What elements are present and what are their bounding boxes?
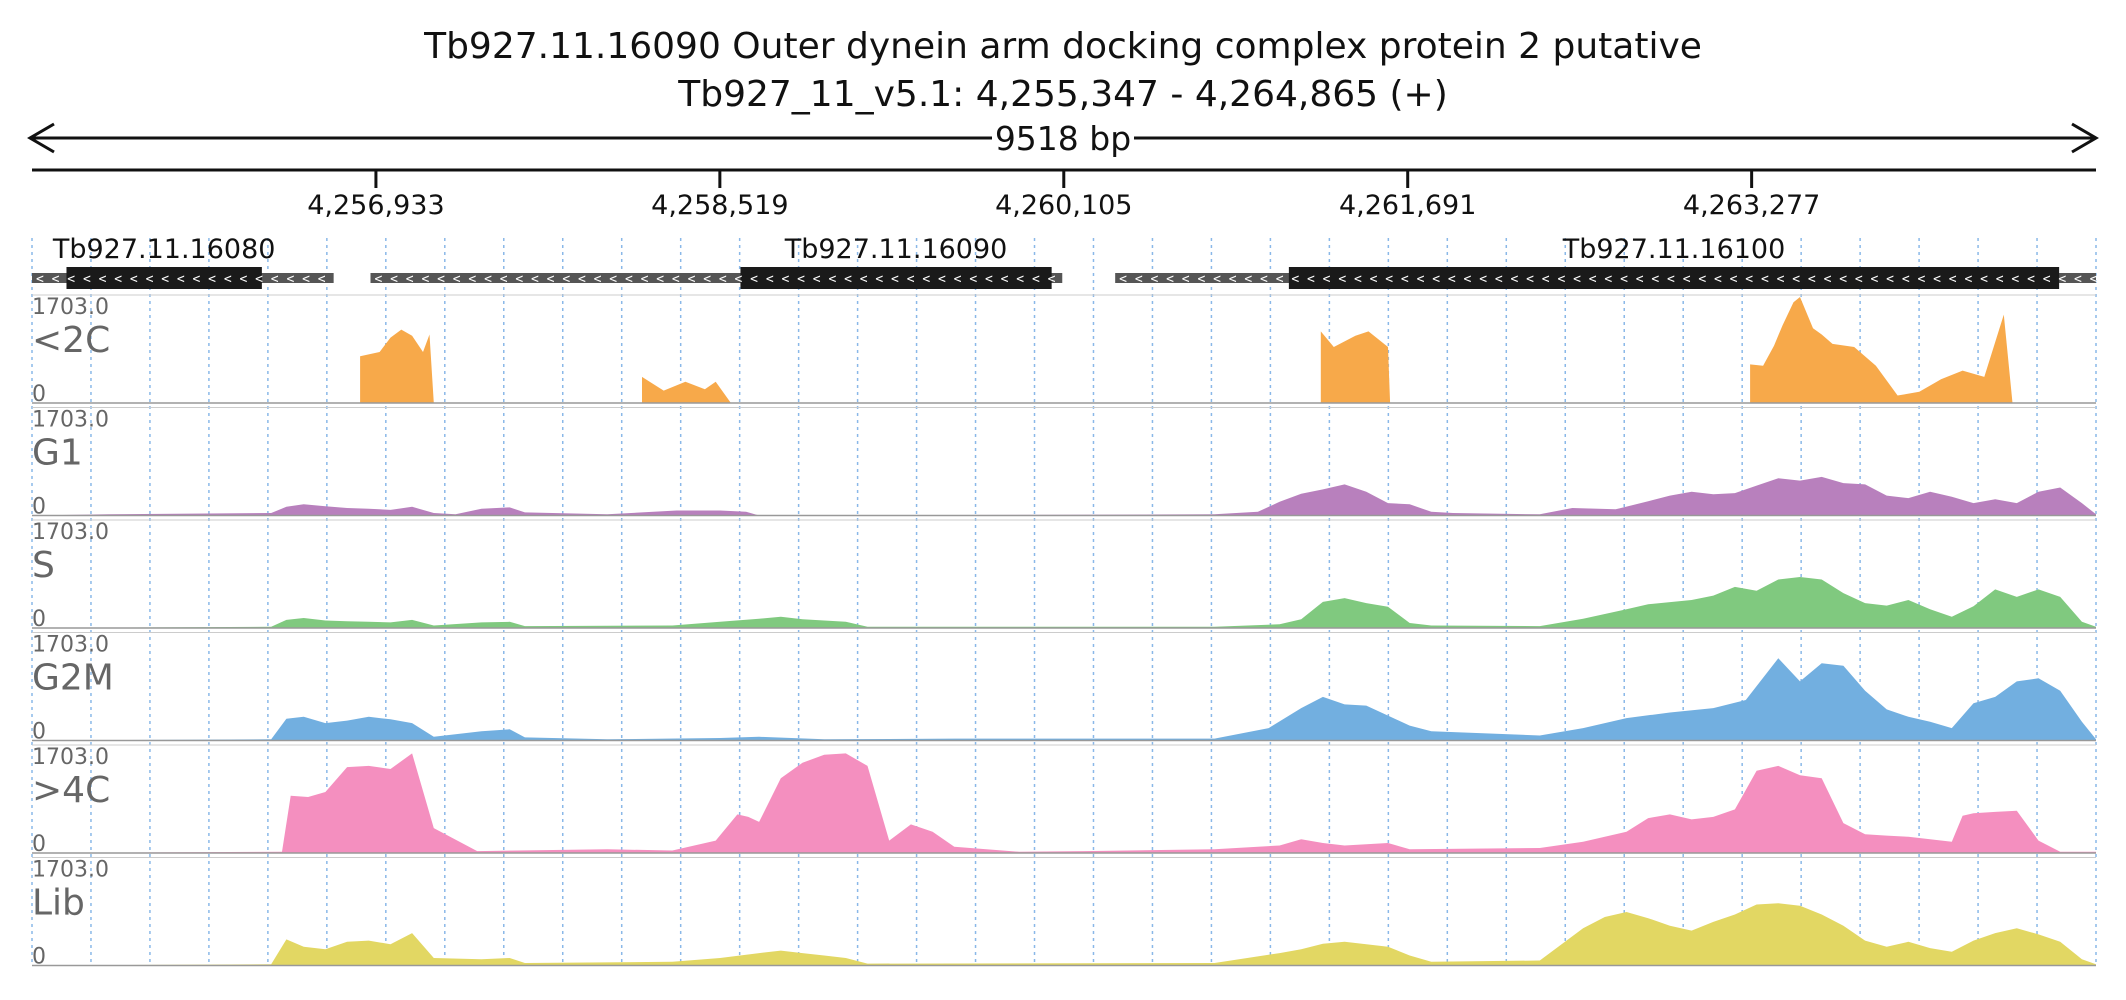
gene-model[interactable]: < < < < < < < < < < < < < < < < < < < < … [1115, 234, 2126, 289]
coverage-tracks: 1703.0<2C01703.0G101703.0S01703.0G2M0170… [32, 294, 2096, 970]
track-max-label: 1703.0 [32, 408, 109, 433]
track-max-label: 1703.0 [32, 295, 109, 320]
track-name-label: G1 [32, 433, 83, 474]
track-zero-label: 0 [32, 382, 46, 407]
track-max-label: 1703.0 [32, 745, 109, 770]
gene-model[interactable]: < < < < < < < < < < < < < < < < < < < < … [370, 234, 1119, 289]
track-zero-label: 0 [32, 720, 46, 745]
coverage-track: 1703.0S 0 [32, 519, 2096, 632]
coverage-area [32, 577, 2096, 628]
track-name-label: G2M [32, 658, 114, 699]
track-name-label: Lib [32, 883, 85, 924]
track-name-label: <2C [32, 320, 110, 361]
track-name-label: >4C [32, 770, 110, 811]
axis-tick-label: 4,260,105 [995, 190, 1132, 221]
axis-tick-label: 4,261,691 [1339, 190, 1476, 221]
coverage-track: 1703.0G1 0 [32, 407, 2096, 520]
location-label: Tb927_11_v5.1: 4,255,347 - 4,264,865 (+) [677, 74, 1448, 115]
coverage-area [32, 903, 2096, 966]
span-ruler: 9518 bp [27, 119, 2099, 158]
right-arrow-icon [2071, 122, 2099, 154]
track-max-label: 1703.0 [32, 858, 109, 883]
track-zero-label: 0 [32, 832, 46, 857]
track-max-label: 1703.0 [32, 633, 109, 658]
gene-label[interactable]: Tb927.11.16100 [1562, 234, 1786, 265]
coverage-track: 1703.0>4C 0 [32, 744, 2096, 857]
gene-label[interactable]: Tb927.11.16080 [52, 234, 276, 265]
coordinate-axis: 4,256,933 4,258,519 4,260,105 4,261,691 4,26… [32, 168, 2096, 221]
axis-tick-label: 4,258,519 [651, 190, 788, 221]
track-zero-label: 0 [32, 607, 46, 632]
cds-region [66, 267, 262, 289]
coverage-track: 1703.0<2C 0 [32, 294, 2096, 407]
cds-region [1288, 267, 2060, 289]
axis-tick-label: 4,263,277 [1683, 190, 1820, 221]
gene-label[interactable]: Tb927.11.16090 [784, 234, 1008, 265]
track-zero-label: 0 [32, 495, 46, 520]
coverage-area [32, 658, 2096, 741]
coverage-area [32, 753, 2096, 853]
strand-arrows-icon: < < < < < < < < < < < < < < < < < < < < … [1119, 272, 2126, 287]
span-length-label: 9518 bp [995, 119, 1131, 158]
gene-title: Tb927.11.16090 Outer dynein arm docking … [423, 26, 1702, 67]
strand-arrows-icon: < < < < < < < < < < < < < < < < < < < < … [375, 272, 1119, 287]
cds-region [740, 267, 1052, 289]
axis-tick-label: 4,256,933 [307, 190, 444, 221]
coverage-area [32, 476, 2096, 516]
coverage-area [32, 297, 2096, 403]
left-arrow-icon [27, 122, 55, 154]
axis-ticks: 4,256,933 4,258,519 4,260,105 4,261,691 4,26… [307, 170, 1820, 221]
gene-annotation-track: < < < < < < < < < < < < < < < < < < < < … [32, 234, 2126, 289]
gene-model[interactable]: < < < < < < < < < < < < < < < < < < < < … [32, 234, 357, 289]
track-zero-label: 0 [32, 945, 46, 970]
utr-region [370, 273, 1063, 283]
track-name-label: S [32, 545, 55, 586]
track-max-label: 1703.0 [32, 520, 109, 545]
strand-arrows-icon: < < < < < < < < < < < < < < < < < < < < … [36, 272, 357, 287]
